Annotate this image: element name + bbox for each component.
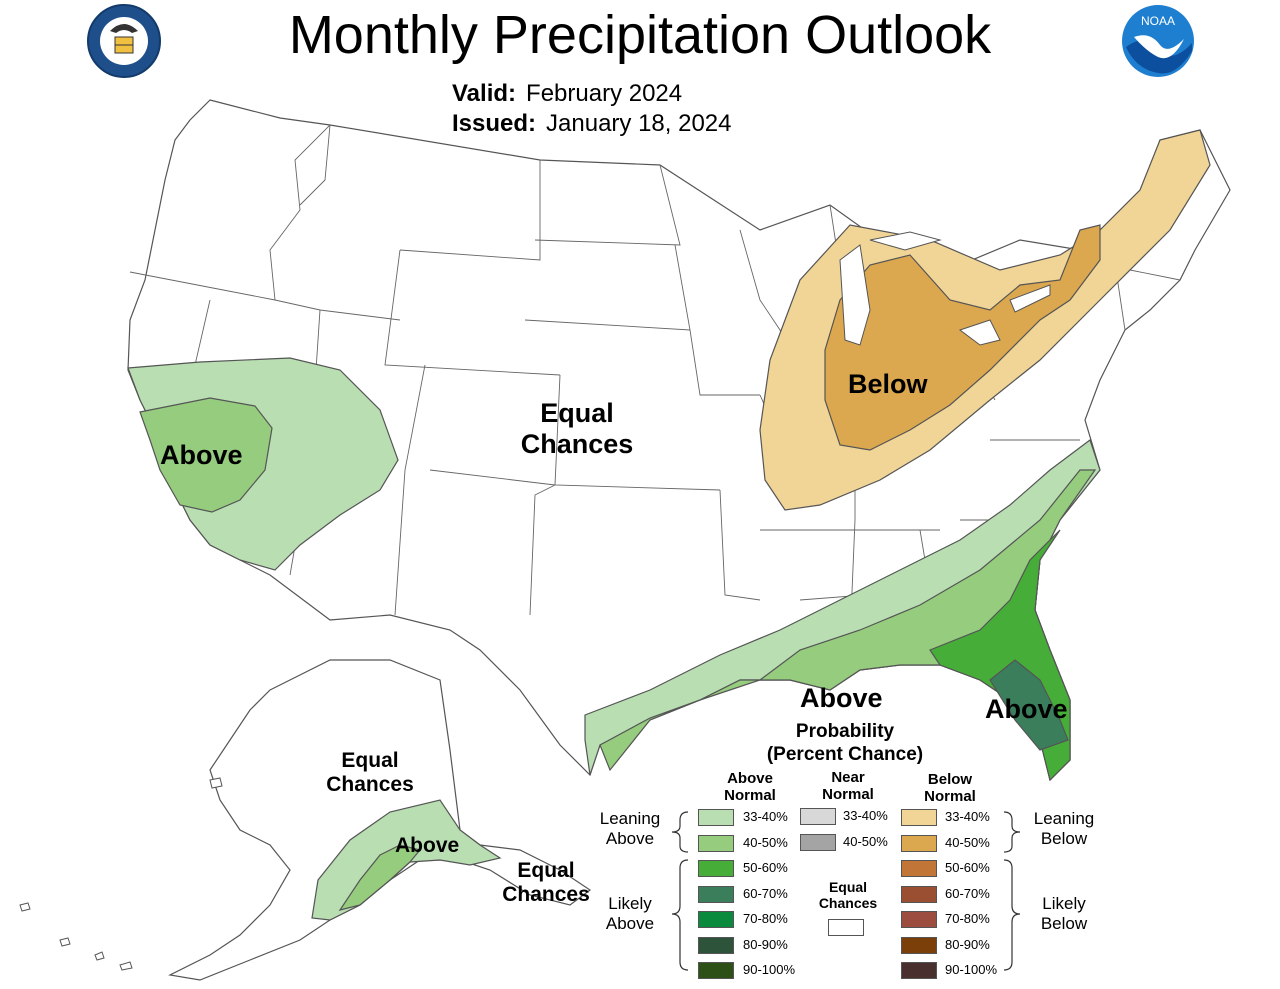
leaning-below-line1: Leaning: [1033, 809, 1095, 828]
central-equal-line2: Chances: [520, 429, 634, 460]
legend-above-swatch-4: [698, 885, 734, 903]
great-lakes-below-label: Below: [848, 369, 928, 399]
leaning-above-line1: Leaning: [599, 809, 661, 828]
leaning-above-line2: Above: [605, 829, 655, 849]
likely-below-label: Likely Below: [1024, 894, 1104, 935]
legend-below-swatch-4: [901, 885, 937, 903]
legend-above-swatch-6: [698, 936, 734, 954]
legend-below-swatch-6: [901, 936, 937, 954]
legend-below-swatch-1: [901, 809, 937, 826]
legend-title: Probability (Percent Chance): [740, 721, 950, 767]
west-above-leaning-40-50: [139, 397, 273, 513]
legend-near-head-line2: Normal: [822, 786, 874, 804]
legend-below-label-6: 80-90%: [945, 936, 990, 952]
gulf-above-label: Above: [800, 683, 883, 713]
noaa-logo-text: NOAA: [1141, 14, 1175, 28]
legend-below-label-3: 50-60%: [945, 860, 990, 875]
legend-above-swatch-2: [698, 834, 734, 852]
legend-below-swatch-7: [901, 962, 937, 979]
issued-line: Issued: January 18, 2024: [452, 110, 732, 138]
legend-title-line1: Probability: [795, 721, 895, 742]
valid-value: February 2024: [526, 80, 683, 107]
leaning-below-line2: Below: [1040, 829, 1088, 849]
central-equal-chances-label: Equal Chances: [512, 398, 642, 460]
alaska-above-40-50: [338, 844, 422, 911]
issued-label: Issued:: [452, 110, 537, 137]
legend-below-normal-heading: Below Normal: [910, 771, 990, 806]
likely-below-line2: Below: [1040, 914, 1088, 934]
legend-above-swatch-5: [698, 911, 734, 928]
issued-value: January 18, 2024: [546, 110, 732, 137]
legend-title-line2: (Percent Chance): [766, 743, 924, 765]
leaning-below-label: Leaning Below: [1024, 809, 1104, 850]
legend-below-swatch-5: [901, 911, 937, 928]
legend-near-head-line1: Near: [831, 769, 865, 786]
legend-above-head-line1: Above: [727, 770, 773, 787]
legend-below-swatch-3: [901, 860, 937, 877]
legend-equal-line2: Chances: [818, 895, 878, 912]
legend-near-normal-heading: Near Normal: [808, 769, 888, 804]
aleutian-islands: [19, 777, 223, 971]
florida-above-60-70: [989, 659, 1069, 751]
alaska-above-label: Above: [395, 834, 460, 857]
legend-above-label-7: 90-100%: [743, 962, 796, 977]
legend-below-head-line2: Normal: [924, 788, 976, 806]
legend-above-swatch-7: [698, 962, 734, 979]
leaning-above-label: Leaning Above: [590, 809, 670, 850]
alaska-se-equal-chances-label: Equal Chances: [496, 859, 596, 907]
great-lakes-water: [839, 231, 1051, 346]
legend-above-label-3: 50-60%: [743, 860, 788, 875]
legend-above-label-6: 80-90%: [743, 936, 788, 952]
legend-above-swatch-1: [698, 809, 734, 826]
legend-equal-chances-heading: Equal Chances: [808, 879, 888, 911]
legend-below-head-line1: Below: [927, 771, 973, 788]
legend-near-label-2: 40-50%: [843, 833, 888, 849]
legend-below-label-5: 70-80%: [945, 911, 990, 926]
noaa-logo-icon: NOAA: [1122, 5, 1194, 77]
likely-above-line2: Above: [605, 914, 655, 934]
alaska-equal-line1: Equal: [341, 749, 399, 772]
legend-near-swatch-1: [800, 808, 836, 825]
legend-above-normal-heading: Above Normal: [710, 770, 790, 805]
legend-below-label-7: 90-100%: [945, 962, 998, 977]
alaska-equal-chances-label: Equal Chances: [320, 749, 420, 797]
alaska-se-equal-line2: Chances: [502, 883, 590, 907]
florida-above-label: Above: [985, 694, 1068, 724]
legend-above-label-4: 60-70%: [743, 885, 788, 901]
likely-above-label: Likely Above: [590, 894, 670, 935]
legend-below-label-2: 40-50%: [945, 834, 990, 850]
alaska-se-equal-line1: Equal: [517, 859, 575, 882]
likely-below-line1: Likely: [1042, 894, 1086, 913]
legend-below-swatch-2: [901, 834, 937, 852]
legend-near-label-1: 33-40%: [843, 808, 888, 823]
legend-above-label-5: 70-80%: [743, 911, 788, 926]
great-lakes-below-40-50: [824, 224, 1101, 451]
legend-near-swatch-2: [800, 833, 836, 851]
valid-line: Valid: February 2024: [452, 80, 682, 108]
legend-above-head-line2: Normal: [724, 787, 776, 805]
map-title: Monthly Precipitation Outlook: [288, 5, 992, 65]
valid-label: Valid:: [452, 80, 517, 107]
west-above-label: Above: [160, 440, 243, 470]
central-equal-line1: Equal: [540, 398, 614, 428]
legend-above-swatch-3: [698, 860, 734, 877]
legend-below-label-1: 33-40%: [945, 809, 990, 824]
commerce-seal-icon: [87, 4, 161, 78]
legend-above-label-1: 33-40%: [743, 809, 788, 824]
alaska-equal-line2: Chances: [326, 773, 414, 797]
legend-equal-chances-swatch: [828, 919, 864, 936]
legend-below-label-4: 60-70%: [945, 885, 990, 901]
legend-equal-line1: Equal: [828, 879, 868, 895]
legend-above-label-2: 40-50%: [743, 834, 788, 850]
likely-above-line1: Likely: [608, 894, 652, 913]
